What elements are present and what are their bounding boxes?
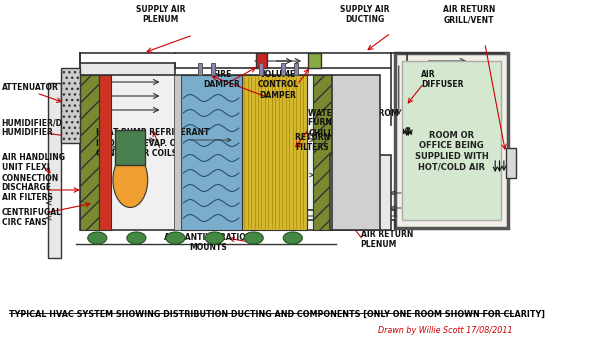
Text: DISCHARGE
AIR FILTERS: DISCHARGE AIR FILTERS [2,183,53,202]
Bar [103,133,109,141]
Bar [506,148,516,178]
Ellipse shape [113,152,148,208]
Text: AHU-ANTIVIBRATION
MOUNTS: AHU-ANTIVIBRATION MOUNTS [164,233,253,252]
Text: VOLUME
CONTROL
DAMPER: VOLUME CONTROL DAMPER [257,70,299,100]
Bar [163,133,170,141]
Ellipse shape [205,232,224,244]
Text: RETURN AIR
FILTERS: RETURN AIR FILTERS [295,133,348,152]
Bar [395,53,508,228]
Ellipse shape [127,232,146,244]
Bar [256,53,267,68]
Text: TYPICAL HVAC SYSTEM SHOWING DISTRIBUTION DUCTING AND COMPONENTS [ONLY ONE ROOM S: TYPICAL HVAC SYSTEM SHOWING DISTRIBUTION… [8,310,545,319]
Bar [242,75,307,230]
Text: SUPPLY AIR
DUCTING: SUPPLY AIR DUCTING [340,5,389,24]
Bar [181,75,242,230]
Bar [80,75,332,230]
Ellipse shape [88,232,107,244]
Bar [211,63,215,75]
Bar [48,83,61,258]
Bar [174,75,181,230]
Text: AIR RETURN
GRILL/VENT: AIR RETURN GRILL/VENT [443,5,496,24]
Ellipse shape [166,232,185,244]
Bar [118,133,125,141]
Bar [149,133,157,141]
Bar [61,68,80,143]
Bar [80,63,175,133]
Text: HEAT PUMP REFRIGERANT
IN/OUT TO EVAP. OR
CONDENSER COILS: HEAT PUMP REFRIGERANT IN/OUT TO EVAP. OR… [95,128,209,158]
Bar [134,133,141,141]
Text: HUMIDIFIER/DE-
HUMIDIFIER: HUMIDIFIER/DE- HUMIDIFIER [2,118,71,138]
Bar [330,155,391,230]
Text: AIR RETURN
PLENUM: AIR RETURN PLENUM [361,230,413,249]
Ellipse shape [283,232,302,244]
Bar [80,75,99,230]
Text: CENTRIFUGAL
CIRC FANS: CENTRIFUGAL CIRC FANS [2,208,62,227]
Bar [308,53,320,68]
Bar [402,61,501,220]
Text: FIRE
DAMPER: FIRE DAMPER [203,70,240,89]
Text: Drawn by Willie Scott 17/08/2011: Drawn by Willie Scott 17/08/2011 [378,326,512,335]
Bar [87,133,94,141]
Bar [281,63,285,75]
Text: ROOM OR
OFFICE BEING
SUPPLIED WITH
HOT/COLD AIR: ROOM OR OFFICE BEING SUPPLIED WITH HOT/C… [415,131,488,171]
Text: AIR HANDLING
UNIT FLEXI
CONNECTION: AIR HANDLING UNIT FLEXI CONNECTION [2,153,65,183]
Bar [293,63,298,75]
Text: WATER IN/OUT FROM
FURNACE OR
CHILLERS: WATER IN/OUT FROM FURNACE OR CHILLERS [308,108,399,138]
Text: AIR
DIFFUSER: AIR DIFFUSER [421,70,464,89]
Ellipse shape [244,232,263,244]
Bar [332,75,380,230]
Bar [198,63,202,75]
Bar [115,130,145,165]
Text: SUPPLY AIR
PLENUM: SUPPLY AIR PLENUM [136,5,185,24]
Text: ATTENUATOR: ATTENUATOR [2,83,59,92]
Bar [99,75,111,230]
Bar [313,75,332,230]
Bar [259,63,263,75]
Bar [80,133,128,163]
